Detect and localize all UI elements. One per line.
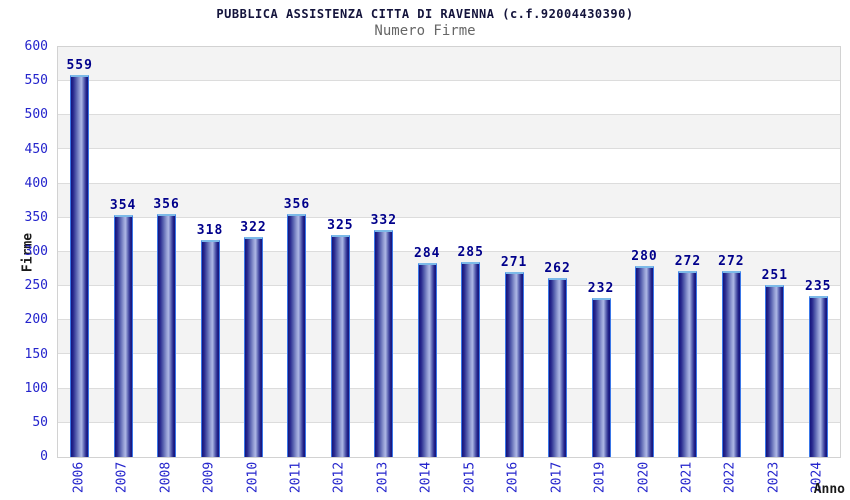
x-tick-2009: 2009 — [201, 461, 217, 494]
y-tick-450: 450 — [24, 141, 48, 157]
grid-band — [58, 115, 840, 150]
x-tick-2023: 2023 — [766, 461, 782, 494]
bar-2020 — [635, 265, 654, 457]
x-tick-2007: 2007 — [114, 461, 130, 494]
x-tick-2010: 2010 — [245, 461, 260, 494]
x-tick-2013: 2013 — [375, 461, 391, 494]
bar-value-2010: 322 — [240, 219, 267, 235]
bar-2013 — [374, 230, 394, 457]
bar-value-2024: 235 — [805, 279, 832, 295]
bar-value-2015: 285 — [457, 245, 484, 261]
bar-value-2008: 356 — [153, 196, 180, 212]
bar-value-2021: 272 — [674, 254, 702, 270]
y-tick-150: 150 — [24, 346, 48, 362]
grid-band — [58, 47, 840, 82]
grid-band — [58, 183, 840, 218]
bar-2011 — [287, 213, 307, 457]
bar-2007 — [113, 215, 133, 457]
x-tick-2014: 2014 — [418, 461, 434, 494]
x-tick-2019: 2019 — [592, 461, 608, 494]
y-tick-50: 50 — [32, 414, 48, 430]
y-tick-500: 500 — [24, 107, 48, 123]
bar-2010 — [244, 236, 263, 457]
bar-value-2020: 280 — [631, 248, 658, 264]
x-axis-tick-labels: 2006 2007 2008 2009 2010 2011 2012 2013 2014 2015… — [57, 456, 839, 500]
bar-value-2017: 262 — [544, 260, 571, 276]
x-axis-title: Anno — [813, 482, 845, 497]
bar-2014 — [417, 262, 437, 457]
grid-band — [58, 218, 840, 252]
bar-2022 — [721, 271, 741, 457]
bar-2017 — [548, 277, 568, 457]
x-tick-2020: 2020 — [636, 461, 651, 494]
x-tick-2006: 2006 — [71, 461, 87, 494]
bar-value-2014: 284 — [414, 245, 441, 261]
plot-area: 559 354 356 318 322 356 325 332 284 285 271 262 232 2… — [57, 46, 841, 458]
y-tick-200: 200 — [24, 312, 48, 328]
grid-band — [58, 388, 840, 423]
x-tick-2015: 2015 — [462, 461, 478, 494]
grid-band — [58, 320, 840, 355]
y-tick-0: 0 — [40, 449, 48, 464]
bar-2023 — [765, 285, 785, 457]
bar-2021 — [678, 271, 698, 457]
y-tick-550: 550 — [24, 73, 48, 89]
bar-value-2012: 325 — [327, 217, 354, 233]
y-tick-350: 350 — [24, 209, 48, 225]
bar-value-2023: 251 — [761, 268, 789, 284]
bar-2019 — [591, 298, 611, 457]
bar-value-2022: 272 — [718, 254, 745, 270]
chart-subtitle: Numero Firme — [374, 23, 476, 39]
bar-value-2013: 332 — [370, 213, 398, 229]
grid-band — [58, 81, 840, 116]
grid-band — [58, 252, 840, 287]
bar-value-2016: 271 — [500, 254, 528, 270]
y-axis-tick-labels: 600 550 500 450 400 350 300 250 200 150 100 50 0 — [0, 40, 48, 463]
grid-band — [58, 355, 840, 389]
x-tick-2016: 2016 — [505, 461, 521, 494]
y-tick-300: 300 — [24, 244, 48, 259]
x-tick-2011: 2011 — [288, 461, 304, 494]
y-tick-400: 400 — [24, 175, 48, 191]
bar-value-2006: 559 — [66, 58, 93, 74]
bar-value-2007: 354 — [109, 198, 137, 214]
chart-title: PUBBLICA ASSISTENZA CITTA DI RAVENNA (c.… — [216, 7, 634, 21]
x-tick-2017: 2017 — [549, 461, 565, 494]
bar-2012 — [330, 234, 350, 457]
bar-2008 — [157, 213, 177, 457]
x-tick-2012: 2012 — [331, 461, 347, 494]
bar-value-2019: 232 — [587, 281, 615, 297]
bar-2006 — [70, 75, 90, 457]
bar-2016 — [504, 271, 524, 457]
grid-band — [58, 286, 840, 321]
x-tick-2021: 2021 — [679, 461, 695, 494]
bar-value-2011: 356 — [283, 196, 311, 212]
bar-value-2009: 318 — [196, 222, 224, 238]
y-tick-100: 100 — [24, 380, 48, 396]
x-tick-2022: 2022 — [722, 461, 738, 494]
y-tick-600: 600 — [24, 39, 48, 54]
bar-2024 — [808, 296, 828, 457]
bar-2015 — [461, 262, 481, 457]
y-tick-250: 250 — [24, 278, 48, 294]
x-tick-2008: 2008 — [158, 461, 174, 494]
grid-band — [58, 150, 840, 184]
bar-2009 — [200, 239, 220, 457]
